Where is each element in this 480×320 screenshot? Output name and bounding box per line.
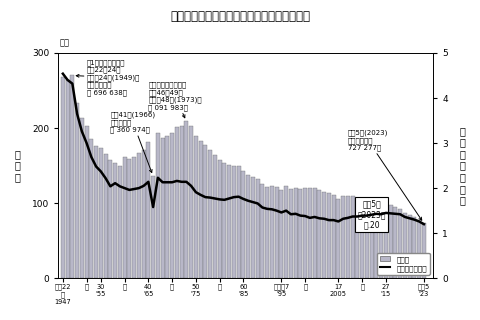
Bar — [94, 146, 98, 278]
Bar — [341, 196, 345, 278]
Bar — [237, 166, 240, 278]
Bar — [213, 155, 217, 278]
Text: 図１　出生数及び合計特殊出生率の年次推移: 図１ 出生数及び合計特殊出生率の年次推移 — [170, 10, 310, 23]
Text: 令和5年(2023)
最少の出生数
727 277人: 令和5年(2023) 最少の出生数 727 277人 — [348, 130, 422, 220]
Bar — [360, 198, 364, 278]
Bar — [189, 126, 193, 278]
Bar — [165, 136, 169, 278]
Text: 第２次ベビーブーム
昭和46～49年
（昭和48年(1973)）
２ 091 983人: 第２次ベビーブーム 昭和46～49年 （昭和48年(1973)） ２ 091 9… — [148, 82, 202, 118]
Bar — [379, 203, 383, 278]
Bar — [398, 209, 402, 278]
Bar — [374, 201, 378, 278]
Bar — [412, 217, 417, 278]
Bar — [227, 165, 231, 278]
Bar — [365, 199, 369, 278]
Bar — [170, 133, 174, 278]
Bar — [422, 223, 426, 278]
Bar — [104, 154, 108, 278]
Text: 第1次ベビーブーム
昭和22～24年
（昭和24年(1949)）
最多の出生数
２ 696 638人: 第1次ベビーブーム 昭和22～24年 （昭和24年(1949)） 最多の出生数 … — [76, 59, 140, 96]
Bar — [146, 141, 150, 278]
Bar — [61, 77, 65, 278]
Bar — [346, 196, 350, 278]
Bar — [161, 138, 165, 278]
Bar — [294, 188, 298, 278]
Bar — [180, 126, 184, 278]
Bar — [275, 188, 279, 278]
Y-axis label: 出
生
数: 出 生 数 — [15, 149, 21, 182]
Legend: 出生数, 合計特殊出生率: 出生数, 合計特殊出生率 — [377, 253, 430, 275]
Text: 万人: 万人 — [60, 38, 70, 47]
Y-axis label: 合
計
特
殊
出
生
率: 合 計 特 殊 出 生 率 — [459, 126, 465, 205]
Bar — [151, 176, 155, 278]
Text: 令和5年
（2023）
１.20: 令和5年 （2023） １.20 — [358, 199, 386, 229]
Bar — [408, 215, 412, 278]
Bar — [322, 192, 326, 278]
Bar — [384, 202, 388, 278]
Bar — [241, 171, 245, 278]
Bar — [75, 102, 79, 278]
Bar — [265, 187, 269, 278]
Bar — [389, 205, 393, 278]
Bar — [394, 207, 397, 278]
Bar — [194, 136, 198, 278]
Bar — [80, 117, 84, 278]
Bar — [132, 156, 136, 278]
Bar — [122, 157, 127, 278]
Bar — [327, 193, 331, 278]
Bar — [303, 188, 307, 278]
Bar — [256, 179, 260, 278]
Bar — [299, 189, 302, 278]
Bar — [355, 198, 360, 278]
Bar — [279, 190, 283, 278]
Bar — [312, 188, 317, 278]
Bar — [156, 132, 160, 278]
Bar — [84, 126, 89, 278]
Bar — [71, 76, 74, 278]
Bar — [113, 163, 117, 278]
Bar — [246, 175, 250, 278]
Bar — [317, 190, 322, 278]
Bar — [142, 150, 145, 278]
Bar — [350, 196, 355, 278]
Bar — [204, 145, 207, 278]
Bar — [370, 201, 373, 278]
Bar — [99, 148, 103, 278]
Bar — [403, 213, 407, 278]
Bar — [308, 188, 312, 278]
Bar — [208, 150, 212, 278]
Bar — [222, 163, 227, 278]
Bar — [260, 184, 264, 278]
Bar — [199, 141, 203, 278]
Bar — [284, 186, 288, 278]
Bar — [118, 165, 122, 278]
Bar — [89, 139, 94, 278]
Bar — [108, 160, 112, 278]
Bar — [184, 121, 188, 278]
Text: 昭和41年(1966)
ひのえうま
１ 360 974人: 昭和41年(1966) ひのえうま １ 360 974人 — [110, 112, 156, 172]
Bar — [217, 160, 222, 278]
Bar — [417, 220, 421, 278]
Bar — [232, 165, 236, 278]
Bar — [137, 153, 141, 278]
Bar — [127, 159, 132, 278]
Bar — [336, 199, 340, 278]
Bar — [270, 186, 274, 278]
Bar — [332, 195, 336, 278]
Bar — [289, 189, 293, 278]
Bar — [66, 80, 70, 278]
Bar — [175, 127, 179, 278]
Bar — [251, 177, 255, 278]
